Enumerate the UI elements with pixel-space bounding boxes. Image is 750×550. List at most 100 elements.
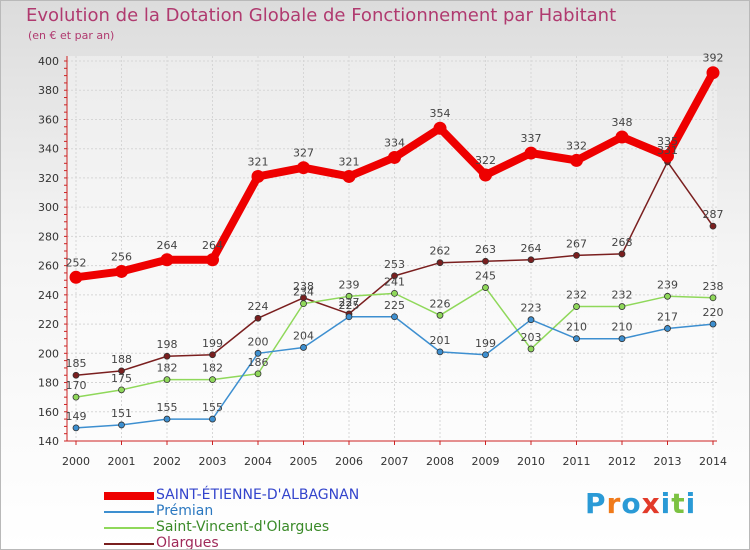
x-tick-label: 2001: [108, 455, 136, 468]
y-tick-label: 220: [38, 318, 59, 331]
data-label-saint-tienne-d-albagnan: 327: [293, 147, 314, 160]
data-point-olargues: [618, 250, 626, 258]
x-tick-label: 2005: [290, 455, 318, 468]
data-label-saint-tienne-d-albagnan: 392: [703, 52, 724, 65]
logo-letter: i: [660, 487, 672, 520]
data-point-olargues: [163, 352, 171, 360]
series-layer: [69, 66, 720, 432]
data-point-saint-vincent-d-olargues: [618, 303, 626, 310]
data-point-pr-mian: [527, 316, 535, 324]
legend-label: Saint-Vincent-d'Olargues: [156, 519, 330, 535]
x-tick-label: 2006: [335, 455, 363, 468]
data-point-saint-vincent-d-olargues: [72, 393, 80, 401]
data-label-olargues: 238: [293, 280, 314, 293]
data-label-saint-tienne-d-albagnan: 264: [202, 239, 223, 252]
data-label-saint-vincent-d-olargues: 232: [566, 289, 587, 302]
data-label-pr-mian: 200: [248, 335, 269, 348]
data-label-pr-mian: 204: [293, 329, 314, 342]
y-tick-label: 380: [38, 84, 59, 97]
data-point-pr-mian: [664, 325, 671, 332]
data-label-saint-tienne-d-albagnan: 264: [157, 239, 178, 252]
data-point-pr-mian: [300, 344, 307, 351]
x-tick-label: 2012: [608, 455, 636, 468]
data-point-pr-mian: [163, 415, 171, 423]
legend-swatch: [104, 543, 154, 545]
data-point-saint-tienne-d-albagnan: [160, 253, 174, 267]
data-label-olargues: 185: [66, 357, 87, 370]
data-label-saint-vincent-d-olargues: 182: [157, 362, 178, 375]
data-label-saint-vincent-d-olargues: 245: [475, 270, 496, 283]
data-point-saint-vincent-d-olargues: [300, 300, 307, 308]
data-label-olargues: 199: [202, 337, 223, 350]
data-point-pr-mian: [391, 313, 398, 321]
data-point-pr-mian: [618, 335, 626, 343]
data-label-saint-vincent-d-olargues: 203: [521, 331, 542, 344]
y-tick-label: 280: [38, 230, 59, 243]
data-label-pr-mian: 149: [66, 410, 87, 423]
data-point-saint-tienne-d-albagnan: [661, 149, 674, 163]
data-point-saint-tienne-d-albagnan: [251, 169, 265, 183]
y-tick-label: 260: [38, 260, 59, 273]
y-tick-label: 400: [38, 55, 59, 68]
data-labels-layer: 185 188 198 199 224 238 227 253 262 263 264 267 268 3…: [66, 52, 724, 423]
y-tick-label: 300: [38, 201, 59, 214]
proxiti-logo: Proxiti: [585, 487, 696, 520]
data-label-saint-vincent-d-olargues: 232: [612, 289, 633, 302]
data-point-saint-vincent-d-olargues: [527, 345, 535, 353]
data-label-olargues: 198: [157, 338, 178, 351]
x-tick-label: 2014: [699, 455, 727, 468]
data-point-saint-vincent-d-olargues: [573, 303, 580, 310]
data-point-pr-mian: [118, 421, 125, 429]
y-tick-label: 240: [38, 289, 59, 302]
data-point-saint-tienne-d-albagnan: [388, 150, 401, 164]
data-label-pr-mian: 155: [202, 401, 223, 414]
data-label-saint-tienne-d-albagnan: 322: [475, 154, 496, 167]
data-point-saint-tienne-d-albagnan: [706, 66, 720, 80]
data-point-pr-mian: [482, 351, 489, 359]
y-tick-label: 360: [38, 113, 59, 126]
data-label-saint-vincent-d-olargues: 182: [202, 362, 223, 375]
data-point-saint-vincent-d-olargues: [209, 376, 216, 384]
data-point-olargues: [527, 256, 535, 264]
data-point-saint-tienne-d-albagnan: [69, 270, 83, 284]
grid-layer: [67, 56, 717, 442]
x-tick-label: 2000: [62, 455, 90, 468]
chart-subtitle: (en € et par an): [28, 29, 115, 42]
data-label-saint-vincent-d-olargues: 170: [66, 379, 87, 392]
data-label-pr-mian: 210: [612, 321, 633, 334]
data-point-olargues: [573, 251, 580, 259]
data-label-saint-tienne-d-albagnan: 335: [657, 135, 678, 148]
data-point-olargues: [72, 371, 80, 379]
data-point-saint-vincent-d-olargues: [163, 376, 171, 384]
data-label-pr-mian: 201: [430, 334, 451, 347]
logo-letter: x: [641, 487, 661, 520]
data-label-pr-mian: 151: [111, 407, 132, 420]
data-label-pr-mian: 155: [157, 401, 178, 414]
data-label-pr-mian: 217: [657, 310, 678, 323]
data-point-olargues: [436, 259, 444, 267]
data-point-saint-vincent-d-olargues: [709, 294, 717, 302]
data-label-pr-mian: 210: [566, 321, 587, 334]
x-tick-label: 2009: [472, 455, 500, 468]
data-point-pr-mian: [709, 320, 717, 328]
data-label-olargues: 331: [657, 144, 678, 157]
data-label-saint-vincent-d-olargues: 238: [703, 280, 724, 293]
logo-letter: i: [685, 487, 697, 520]
data-point-olargues: [254, 314, 262, 322]
data-point-saint-tienne-d-albagnan: [570, 153, 583, 167]
data-label-olargues: 267: [566, 237, 587, 250]
x-tick-label: 2011: [563, 455, 591, 468]
data-label-pr-mian: 225: [339, 299, 360, 312]
data-label-saint-tienne-d-albagnan: 321: [339, 155, 360, 168]
x-tick-label: 2002: [153, 455, 181, 468]
data-label-pr-mian: 225: [384, 299, 405, 312]
data-label-saint-tienne-d-albagnan: 256: [111, 250, 132, 263]
data-point-saint-tienne-d-albagnan: [479, 168, 492, 182]
data-point-saint-tienne-d-albagnan: [615, 130, 629, 144]
data-point-olargues: [209, 351, 216, 359]
data-point-pr-mian: [209, 415, 216, 423]
axes-layer: 140 160 180 200 220 240 260 280 300 320 340 360 380 4…: [38, 55, 727, 468]
data-label-olargues: 263: [475, 243, 496, 256]
